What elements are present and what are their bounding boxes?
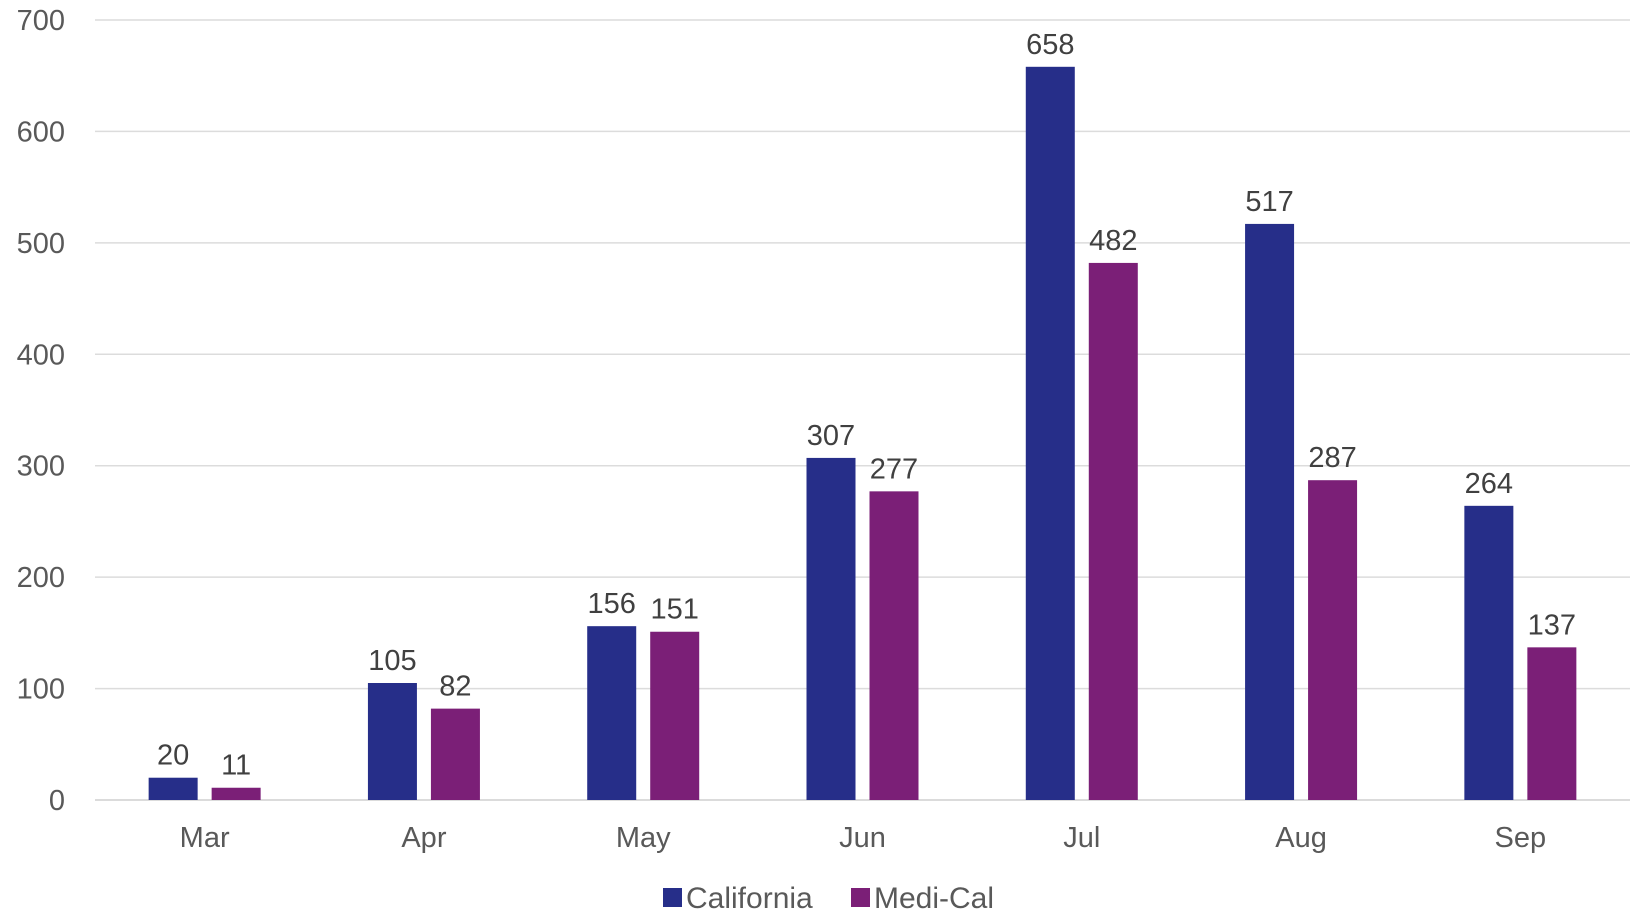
y-axis-ticks: 0 100 200 300 400 500 600 700 xyxy=(17,5,65,817)
legend-swatch-medi-cal xyxy=(851,888,870,907)
data-label-california-apr: 105 xyxy=(368,645,416,677)
bar-medi-cal-sep xyxy=(1527,647,1577,800)
data-label-california-sep: 264 xyxy=(1465,468,1513,500)
data-label-medi-cal-jun: 277 xyxy=(870,453,918,485)
bar-california-may xyxy=(587,626,637,800)
data-label-medi-cal-aug: 287 xyxy=(1308,442,1356,474)
bar-california-aug xyxy=(1245,223,1295,800)
bar-medi-cal-mar xyxy=(211,787,261,800)
data-label-medi-cal-sep: 137 xyxy=(1528,609,1576,641)
y-tick-label: 0 xyxy=(49,785,65,817)
y-tick-label: 100 xyxy=(17,674,65,706)
data-label-california-may: 156 xyxy=(588,588,636,620)
data-label-california-jul: 658 xyxy=(1026,29,1074,61)
data-label-california-aug: 517 xyxy=(1245,186,1293,218)
x-axis-ticks: Mar Apr May Jun Jul Aug Sep xyxy=(180,822,1546,854)
x-tick-label: Apr xyxy=(401,822,446,854)
bar-medi-cal-jul xyxy=(1088,262,1138,800)
x-tick-label: Aug xyxy=(1275,822,1327,854)
bar-california-sep xyxy=(1464,505,1514,800)
bar-california-apr xyxy=(367,683,417,800)
gridlines xyxy=(95,19,1630,801)
data-label-medi-cal-apr: 82 xyxy=(439,671,471,703)
bar-california-jul xyxy=(1025,66,1075,801)
data-label-medi-cal-mar: 11 xyxy=(221,750,251,782)
bar-medi-cal-aug xyxy=(1308,480,1358,800)
data-label-california-mar: 20 xyxy=(157,740,189,772)
bar-medi-cal-jun xyxy=(869,491,919,800)
y-tick-label: 300 xyxy=(17,451,65,483)
bars xyxy=(148,66,1577,801)
x-tick-label: Jul xyxy=(1063,822,1100,854)
data-label-medi-cal-may: 151 xyxy=(651,594,699,626)
y-tick-label: 400 xyxy=(17,339,65,371)
x-tick-label: Jun xyxy=(839,822,886,854)
legend: California Medi-Cal xyxy=(663,882,994,914)
legend-swatch-california xyxy=(663,888,682,907)
y-tick-label: 500 xyxy=(17,228,65,260)
x-tick-label: Sep xyxy=(1495,822,1547,854)
x-tick-label: Mar xyxy=(180,822,230,854)
y-tick-label: 600 xyxy=(17,116,65,148)
bar-california-jun xyxy=(806,457,856,800)
bar-california-mar xyxy=(148,777,198,800)
legend-label-california: California xyxy=(686,882,813,914)
data-label-california-jun: 307 xyxy=(807,420,855,452)
bar-medi-cal-apr xyxy=(430,708,480,800)
data-label-medi-cal-jul: 482 xyxy=(1089,225,1137,257)
bar-medi-cal-may xyxy=(650,631,700,800)
x-tick-label: May xyxy=(616,822,671,854)
legend-label-medi-cal: Medi-Cal xyxy=(874,882,994,914)
data-labels: 20 11 105 82 156 151 307 277 658 482 517 287 264 137 xyxy=(157,29,1576,782)
y-tick-label: 200 xyxy=(17,562,65,594)
y-tick-label: 700 xyxy=(17,5,65,37)
